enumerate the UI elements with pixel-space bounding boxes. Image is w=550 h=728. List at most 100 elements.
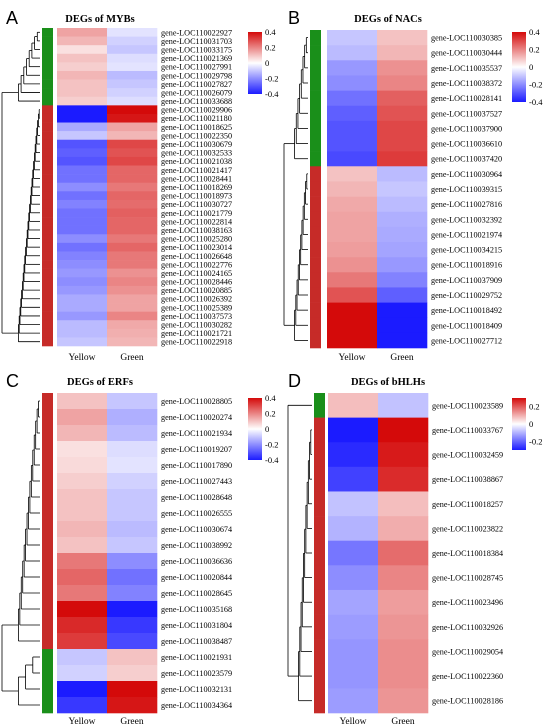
heatmap-cell: [57, 242, 108, 252]
gene-label: gene-LOC110026392: [161, 295, 232, 304]
heatmap-cell: [57, 260, 108, 269]
gene-label: gene-LOC110020274: [161, 413, 232, 422]
gene-label: gene-LOC110029054: [432, 647, 503, 656]
colorbar-tick-label: 0: [529, 62, 533, 72]
heatmap-cell: [57, 199, 108, 209]
heatmap-cell: [378, 589, 429, 615]
group-strip-cell: [314, 516, 325, 541]
panel-title: DEGs of MYBs: [65, 14, 134, 25]
heatmap-cell: [107, 277, 158, 287]
heatmap-cell: [57, 294, 108, 304]
group-strip-cell: [42, 79, 53, 89]
group-strip-cell: [42, 569, 53, 586]
heatmap-cell: [327, 151, 378, 167]
gene-label: gene-LOC110022776: [161, 260, 232, 269]
group-strip-cell: [310, 242, 321, 258]
heatmap-cell: [107, 148, 158, 158]
heatmap-cell: [57, 234, 108, 244]
group-strip-cell: [310, 90, 321, 107]
gene-label: gene-LOC110038867: [432, 475, 503, 484]
group-strip-cell: [42, 505, 53, 522]
group-strip-cell: [310, 30, 321, 46]
heatmap-cell: [107, 328, 158, 338]
colorbar-tick-label: -0.2: [529, 436, 542, 446]
heatmap-cell: [107, 285, 158, 295]
heatmap-cell: [57, 617, 108, 634]
heatmap-cell: [57, 156, 108, 166]
group-strip-cell: [42, 28, 53, 37]
heatmap-cell: [107, 473, 158, 490]
heatmap-cell: [57, 681, 108, 698]
gene-label: gene-LOC110033688: [161, 97, 232, 106]
group-strip-cell: [310, 226, 321, 243]
gene-label: gene-LOC110021931: [161, 653, 232, 662]
gene-label: gene-LOC110027443: [161, 477, 232, 486]
group-strip-cell: [42, 585, 53, 602]
heatmap-cell: [327, 181, 378, 197]
gene-label: gene-LOC110018409: [431, 321, 502, 330]
group-strip-cell: [314, 639, 325, 665]
heatmap-cell: [107, 665, 158, 682]
heatmap-cell: [57, 665, 108, 682]
group-strip-cell: [42, 697, 53, 714]
heatmap-cell: [327, 90, 378, 107]
heatmap-cell: [327, 287, 378, 303]
group-strip-cell: [42, 165, 53, 175]
gene-label: gene-LOC110023822: [432, 524, 503, 533]
heatmap-cell: [327, 75, 378, 91]
heatmap-cell: [57, 569, 108, 586]
group-strip-cell: [42, 521, 53, 538]
gene-label: gene-LOC110033175: [161, 45, 232, 54]
gene-label: gene-LOC110030964: [431, 170, 502, 179]
heatmap-cell: [107, 96, 158, 106]
heatmap-cell: [377, 30, 428, 46]
group-strip-cell: [42, 105, 53, 115]
gene-label: gene-LOC110018625: [161, 123, 232, 132]
gene-label: gene-LOC110033767: [432, 426, 503, 435]
heatmap-cell: [328, 589, 379, 615]
group-strip-cell: [314, 589, 325, 615]
column-label: Green: [390, 353, 413, 363]
heatmap-cell: [377, 196, 428, 213]
heatmap-cell: [327, 105, 378, 122]
heatmap-cell: [377, 302, 428, 319]
gene-label: gene-LOC110018257: [432, 500, 503, 509]
heatmap-cell: [57, 337, 108, 347]
heatmap-cell: [328, 540, 379, 566]
gene-label: gene-LOC110036636: [161, 557, 232, 566]
group-strip-cell: [42, 601, 53, 618]
gene-label: gene-LOC110038992: [161, 541, 232, 550]
group-strip-cell: [314, 393, 325, 418]
gene-label: gene-LOC110018269: [161, 183, 232, 192]
colorbar-tick-label: 0: [265, 424, 269, 434]
heatmap-cell: [107, 505, 158, 522]
heatmap-cell: [107, 409, 158, 426]
heatmap-cell: [107, 191, 158, 201]
heatmap-cell: [377, 332, 428, 349]
heatmap-cell: [327, 120, 378, 137]
gene-label: gene-LOC110029798: [161, 71, 232, 80]
heatmap-cell: [107, 294, 158, 304]
heatmap-cell: [57, 425, 108, 442]
heatmap-cell: [57, 148, 108, 158]
group-strip-cell: [310, 166, 321, 182]
heatmap-cell: [378, 688, 429, 714]
heatmap-cell: [57, 311, 108, 321]
gene-label: gene-LOC110024165: [161, 269, 232, 278]
group-strip-cell: [42, 242, 53, 252]
heatmap-cell: [57, 521, 108, 538]
gene-label: gene-LOC110034215: [431, 246, 502, 255]
gene-label: gene-LOC110027816: [431, 200, 502, 209]
heatmap-cell: [57, 585, 108, 602]
gene-label: gene-LOC110032533: [161, 149, 232, 158]
heatmap-cell: [328, 614, 379, 640]
heatmap-cell: [377, 75, 428, 91]
heatmap-cell: [107, 182, 158, 192]
heatmap-cell: [57, 131, 108, 141]
heatmap-cell: [107, 242, 158, 252]
heatmap-cell: [107, 165, 158, 175]
heatmap-cell: [328, 466, 379, 492]
gene-label: gene-LOC110027991: [161, 63, 232, 72]
group-strip-cell: [42, 182, 53, 192]
gene-label: gene-LOC110021369: [161, 54, 232, 63]
